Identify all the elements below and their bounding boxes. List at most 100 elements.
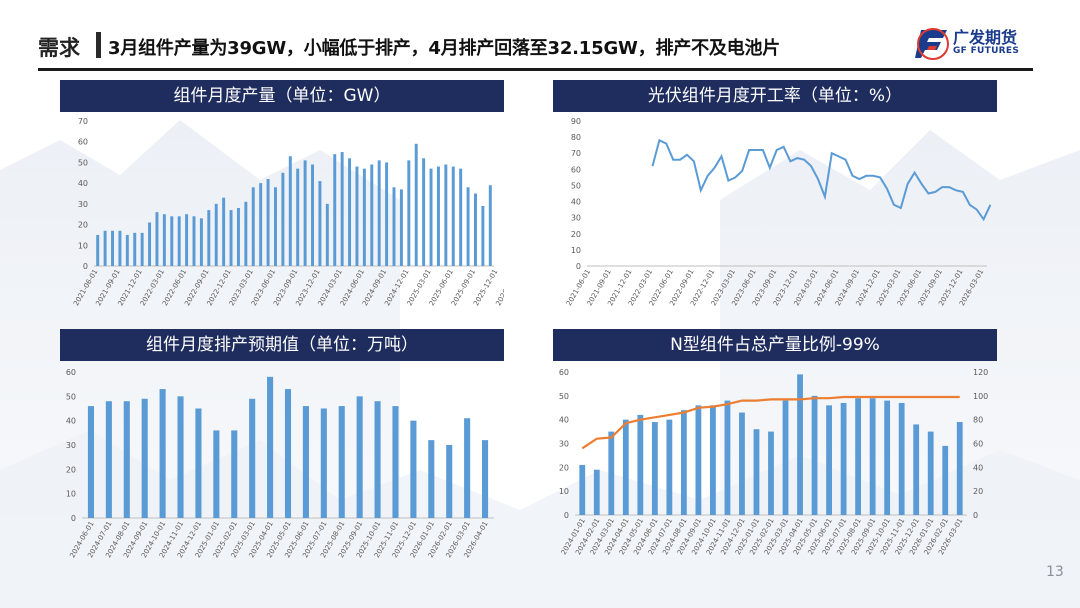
chart-n-type-share: 01020304050600204060801001202024-01-0120… [559,368,988,556]
bar [125,234,129,266]
bar [229,210,233,266]
bar [797,374,803,515]
bar [302,406,309,518]
bar [325,203,329,266]
bar [414,143,418,266]
bar [385,162,389,266]
y-tick-label: 60 [66,368,76,377]
bar [466,187,470,266]
bar [680,410,687,515]
y-tick-label: 50 [571,181,581,190]
bar [274,187,277,266]
bar [266,179,270,266]
bar [311,164,314,266]
bar [840,402,847,515]
y-tick-label-left: 40 [559,416,569,425]
bar [488,185,492,266]
y-tick-label: 50 [66,392,76,401]
bar [199,218,203,266]
bar [481,205,485,266]
y-tick-label-right: 100 [973,392,988,401]
bar [213,430,220,518]
bar [170,216,174,266]
y-tick-label: 70 [571,149,581,158]
y-tick-label: 0 [83,262,88,271]
bar [392,187,396,266]
bar [666,419,673,515]
panel-title-monthly-output: 组件月度产量（单位：GW） [60,80,504,112]
bar [826,405,832,515]
bar [105,401,112,518]
bar [622,419,629,515]
bar [370,164,374,266]
bar [768,431,774,515]
panel-title-operating-rate: 光伏组件月度开工率（单位：%） [553,80,997,112]
header-divider-bar [96,32,101,58]
chart-monthly-output: 0102030405060702021-06-012021-09-012021-… [72,117,504,307]
y-tick-label-right: 40 [973,463,983,472]
y-tick-label: 40 [571,198,581,207]
bar [811,395,818,515]
y-tick-label-left: 50 [559,392,569,401]
gf-logo-icon [915,28,949,60]
y-tick-label: 10 [66,490,76,499]
bar [481,440,489,518]
bar [399,189,403,266]
bar [422,158,426,266]
bar [724,400,731,515]
y-tick-label: 90 [571,117,581,126]
bar [464,418,471,518]
bar [103,230,107,266]
bar [348,158,352,266]
bar [318,181,322,266]
bar [459,168,463,266]
bar [296,168,300,266]
y-tick-label-left: 30 [559,440,569,449]
bar [608,431,615,515]
bar [333,154,337,266]
bar [942,445,949,515]
bar [428,440,435,518]
bar [96,234,100,266]
bar [251,187,255,266]
bar [374,401,381,518]
bar [340,152,344,266]
bar [284,389,292,518]
bar [753,429,760,515]
bar [118,230,122,266]
bar [884,400,891,515]
bar [140,232,144,266]
bar [637,414,644,515]
bar [214,203,218,266]
bar [436,166,440,266]
bar [177,216,181,266]
bar [222,197,226,266]
y-tick-label: 70 [78,117,88,126]
slide-title: 3月组件产量为39GW，小幅低于排产，4月排产回落至32.15GW，排产不及电池… [108,38,781,59]
y-tick-label: 20 [78,221,88,230]
bar [898,402,905,515]
bar [249,398,256,518]
bar [288,156,292,266]
y-tick-label: 40 [78,179,88,188]
bar [338,406,345,518]
bar [739,412,745,515]
page-number: 13 [1046,564,1064,580]
bar [579,464,586,515]
bar [281,172,285,266]
y-tick-label: 60 [571,165,581,174]
panel-title-n-type-share: N型组件占总产量比例-99% [553,329,997,361]
bar [451,166,455,266]
bar [429,168,433,266]
bar [392,406,399,518]
bar [192,216,196,266]
bar [355,166,359,266]
y-tick-label: 10 [571,246,581,255]
slide-header: 需求 3月组件产量为39GW，小幅低于排产，4月排产回落至32.15GW，排产不… [38,24,1038,64]
bar [320,408,327,518]
y-tick-label: 20 [66,465,76,474]
bar [474,193,477,266]
bar [207,210,211,266]
y-tick-label-left: 0 [564,511,569,520]
logo-name-en: GF FUTURES [953,46,1020,56]
